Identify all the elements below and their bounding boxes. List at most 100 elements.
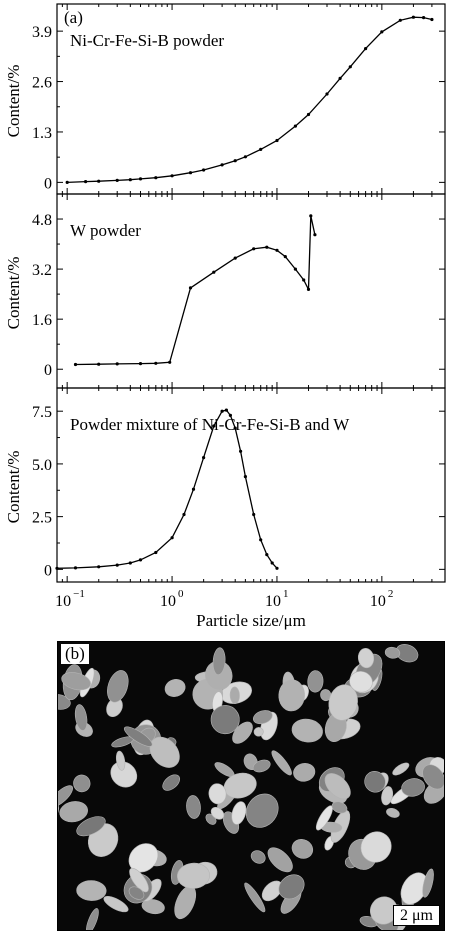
data-point: [265, 245, 269, 249]
data-point: [84, 180, 88, 184]
powder-particle: [331, 801, 348, 814]
powder-particle: [349, 671, 373, 693]
powder-particle: [103, 896, 129, 913]
powder-particle: [252, 759, 271, 773]
series-annotation: W powder: [70, 221, 141, 240]
data-point: [202, 456, 206, 460]
data-point: [115, 563, 119, 567]
data-point: [302, 278, 306, 282]
data-point: [259, 147, 263, 151]
plot-frame: [56, 387, 446, 583]
data-point: [154, 361, 158, 365]
data-point: [239, 449, 243, 453]
data-point: [65, 180, 69, 184]
data-point: [364, 47, 368, 51]
powder-particle: [250, 850, 266, 864]
x-tick-exponent: 0: [178, 588, 184, 600]
data-point: [170, 536, 174, 540]
powder-particle: [422, 868, 434, 898]
powder-particle: [252, 710, 273, 725]
powder-particle: [76, 816, 106, 837]
powder-particle: [267, 847, 293, 873]
powder-particle: [364, 771, 386, 793]
x-tick-exponent: 1: [283, 588, 289, 600]
data-point: [252, 247, 256, 251]
data-point: [220, 409, 224, 413]
data-point: [188, 171, 193, 175]
data-point: [325, 92, 329, 96]
x-tick-exponent: −1: [73, 588, 85, 600]
data-point: [182, 512, 186, 517]
data-point: [306, 287, 311, 291]
powder-particle: [115, 750, 126, 771]
powder-particle: [73, 774, 91, 793]
panel-1: 0 1.3 2.6 3.9 Content/% Ni-Cr-Fe-Si-B powder: [4, 3, 446, 195]
data-point: [265, 553, 269, 557]
powder-particle: [293, 763, 316, 782]
y-tick-label: 2.5: [32, 510, 52, 527]
powder-particle: [74, 704, 88, 731]
data-point: [154, 550, 158, 555]
data-point: [270, 561, 274, 565]
series-line: [67, 16, 433, 184]
powder-particle: [61, 672, 91, 691]
powder-particle: [76, 880, 107, 901]
series-annotation: Ni-Cr-Fe-Si-B powder: [70, 31, 224, 50]
powder-particle: [174, 885, 197, 920]
powder-particle: [384, 646, 401, 659]
powder-particle: [128, 886, 145, 900]
data-point: [138, 362, 143, 366]
data-point: [411, 15, 415, 19]
powder-particle: [229, 686, 240, 704]
series-line: [75, 215, 316, 366]
x-axis-label: Particle size/μm: [196, 611, 306, 630]
powder-particle: [210, 806, 225, 820]
data-point: [212, 270, 216, 274]
powder-particles: [58, 644, 444, 930]
powder-particle: [149, 736, 180, 768]
powder-particle: [58, 785, 74, 808]
data-point: [188, 286, 193, 290]
data-point: [97, 179, 101, 183]
data-point: [154, 176, 158, 180]
data-point: [293, 124, 297, 128]
powder-particle: [401, 778, 425, 797]
powder-particle: [86, 908, 99, 930]
powder-particle: [320, 689, 332, 702]
powder-particle: [245, 793, 279, 828]
x-tick-label: 10: [370, 593, 386, 610]
powder-particle: [253, 727, 264, 737]
data-point: [224, 408, 228, 412]
y-axis-label: Content/%: [4, 65, 23, 138]
powder-particle: [360, 831, 392, 863]
data-point: [55, 566, 59, 570]
data-point: [275, 138, 279, 143]
powder-particle: [357, 648, 375, 669]
data-point: [212, 424, 216, 428]
data-point: [73, 362, 78, 367]
data-point: [97, 362, 101, 366]
powder-particle: [231, 801, 247, 825]
data-point: [275, 248, 279, 252]
y-axis-label: Content/%: [4, 451, 23, 524]
powder-particle: [164, 679, 186, 697]
powder-particle: [59, 801, 88, 823]
data-point: [202, 168, 206, 172]
powder-particle: [177, 862, 210, 889]
data-point: [170, 174, 174, 178]
data-point: [283, 255, 287, 259]
data-point: [97, 565, 101, 569]
y-tick-label: 4.8: [32, 212, 52, 229]
powder-particle: [58, 694, 71, 710]
sem-micrograph: (b) 2 μm: [57, 641, 445, 931]
data-point: [252, 512, 256, 517]
y-tick-label: 7.5: [32, 404, 52, 421]
x-tick-label: 10: [160, 593, 176, 610]
data-point: [128, 561, 132, 565]
powder-particle: [123, 726, 153, 747]
data-point: [380, 30, 384, 34]
data-point: [138, 558, 143, 562]
y-tick-label: 3.2: [32, 262, 52, 279]
powder-particle: [422, 764, 444, 790]
